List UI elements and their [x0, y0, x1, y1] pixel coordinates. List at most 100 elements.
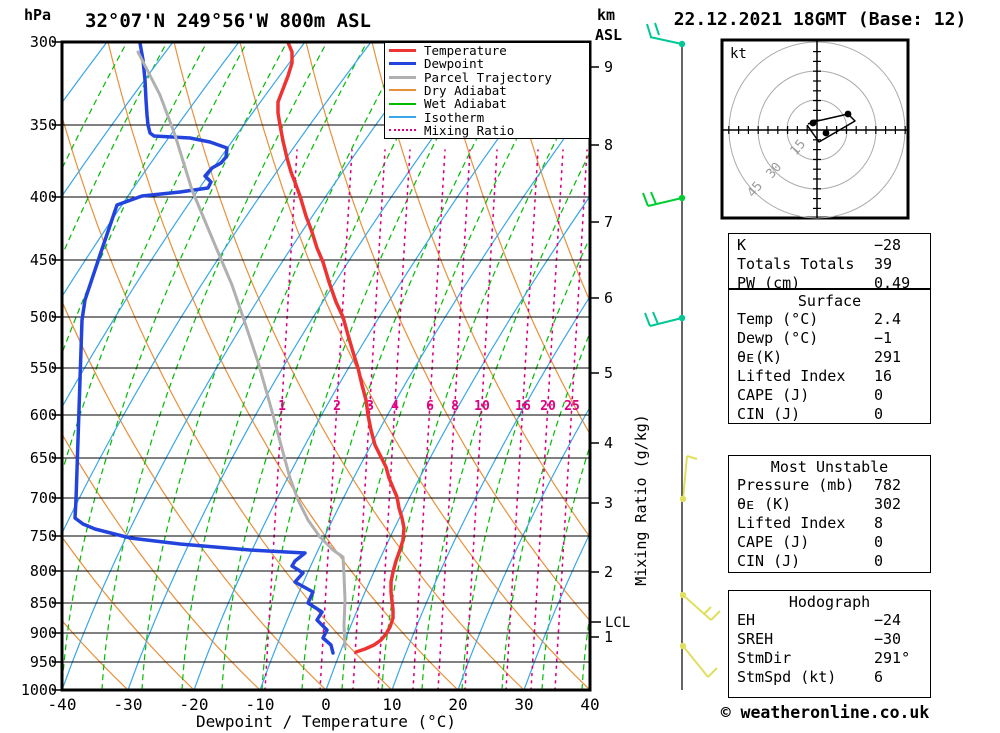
stat-row: CAPE (J) 0 — [729, 533, 930, 552]
km-tick-label: 5 — [604, 364, 613, 382]
pressure-tick-label: 850 — [30, 594, 57, 612]
stat-label: Lifted Index — [737, 367, 846, 385]
mixing-ratio-label: 3 — [366, 399, 374, 414]
temp-tick-label: -20 — [180, 695, 209, 714]
wet-adiabat-line — [421, 150, 590, 690]
legend-line-swatch — [389, 75, 416, 79]
mixing-ratio-label: 6 — [426, 399, 434, 414]
stat-value: 291° — [874, 649, 911, 667]
wind-barb-feather — [686, 455, 698, 460]
stat-value: 0 — [874, 533, 884, 551]
stat-row: Lifted Index 8 — [729, 514, 930, 533]
stat-row: SREH −30 — [729, 630, 930, 649]
parcel-trajectory-trace — [136, 50, 347, 649]
stat-value: 782 — [874, 476, 902, 494]
wind-barb-feather — [642, 192, 649, 207]
dry-adiabat-line — [62, 114, 393, 690]
dry-adiabat-line — [62, 432, 261, 690]
legend: Temperature Dewpoint Parcel Trajectory Dry … — [384, 42, 590, 139]
km-tick-label: 6 — [604, 289, 613, 307]
temp-tick-label: 20 — [448, 695, 467, 714]
legend-line-swatch — [389, 89, 416, 92]
hodograph-trace-dot — [822, 129, 830, 137]
pressure-tick-label: 350 — [30, 116, 57, 134]
stat-label: CIN (J) — [737, 552, 801, 570]
mixing-ratio-label: 25 — [564, 399, 580, 414]
wind-barb-feather — [652, 311, 659, 325]
stat-value: −1 — [874, 329, 893, 347]
wind-barb-shaft — [649, 317, 683, 327]
mixing-ratio-label: 2 — [333, 399, 341, 414]
dry-adiabat-line — [62, 619, 129, 690]
stats-panel-most-unstable: Most Unstable Pressure (mb) 782 θᴇ (K) 302 Li… — [728, 455, 931, 573]
wet-adiabat-line — [181, 42, 408, 690]
stats-panel-title: Surface — [797, 292, 862, 310]
pressure-tick-label: 550 — [30, 359, 57, 377]
pressure-tick-label: 300 — [30, 33, 57, 51]
isotherm-line — [62, 42, 438, 690]
km-tick-label: 8 — [604, 136, 613, 154]
stats-panel-title: Hodograph — [788, 593, 871, 611]
km-tick-label: 1 — [604, 628, 613, 646]
mixing-ratio-line — [412, 149, 446, 690]
stat-value: 291 — [874, 348, 902, 366]
stat-value: −30 — [874, 630, 902, 648]
stat-label: CAPE (J) — [737, 533, 810, 551]
temp-tick-label: -40 — [48, 695, 77, 714]
wind-barb-shaft — [682, 594, 712, 621]
isotherm-line — [325, 194, 590, 690]
stats-panel-title: Most Unstable — [770, 458, 889, 476]
stat-value: 0.49 — [874, 274, 911, 292]
wet-adiabat-line — [62, 42, 208, 356]
wind-barb-shaft — [649, 36, 683, 45]
stat-row: Pressure (mb) 782 — [729, 476, 930, 495]
km-tick-label: 9 — [604, 58, 613, 76]
stat-value: 2.4 — [874, 310, 902, 328]
legend-row: Parcel Trajectory — [385, 71, 589, 84]
asl-unit-label: ASL — [595, 26, 623, 44]
isotherm-line — [523, 531, 590, 690]
stat-label: EH — [737, 611, 756, 629]
datetime-title: 22.12.2021 18GMT (Base: 12) — [673, 9, 967, 30]
stat-row: θᴇ (K) 302 — [729, 495, 930, 514]
stat-row: Temp (°C) 2.4 — [729, 310, 930, 329]
pressure-tick-label: 750 — [30, 527, 57, 545]
stat-value: 0 — [874, 405, 884, 423]
wet-adiabat-line — [62, 42, 128, 171]
mixing-ratio-label: 20 — [540, 399, 556, 414]
mixing-axis-title: Mixing Ratio (g/kg) — [632, 414, 650, 586]
isotherm-line — [259, 101, 590, 690]
plot-border — [60, 40, 592, 692]
stat-label: SREH — [737, 630, 774, 648]
site-credit-link[interactable]: © weatheronline.co.uk — [720, 703, 930, 722]
isotherm-line — [62, 42, 306, 409]
stat-row: StmSpd (kt) 6 — [729, 668, 930, 687]
stat-label: θᴇ (K) — [737, 495, 792, 513]
wet-adiabat-line — [141, 42, 368, 690]
temp-tick-label: 40 — [580, 695, 599, 714]
stats-panel-indices: K −28 Totals Totals 39 PW (cm) 0.49 — [728, 233, 931, 292]
legend-row: Dewpoint — [385, 57, 589, 70]
wet-adiabat-line — [381, 72, 590, 690]
mixing-ratio-line — [319, 149, 353, 690]
mixing-ratio-line — [464, 149, 498, 690]
wet-adiabat-line — [62, 42, 288, 690]
mixing-ratio-line — [530, 149, 564, 690]
wet-adiabat-line — [341, 42, 568, 690]
stat-label: Dewp (°C) — [737, 329, 819, 347]
stat-row: Dewp (°C) −1 — [729, 329, 930, 348]
km-tick-label: 3 — [604, 494, 613, 512]
wind-barb-feather — [703, 606, 712, 615]
wind-barb-feather — [646, 23, 652, 38]
dry-adiabat-line — [239, 42, 590, 690]
isotherm-line — [391, 295, 590, 690]
stat-row: StmDir 291° — [729, 649, 930, 668]
isotherm-line — [62, 42, 372, 535]
isotherm-line — [127, 42, 504, 690]
stat-value: 302 — [874, 495, 902, 513]
pressure-unit-label: hPa — [24, 6, 52, 24]
hodograph-trace-dot — [809, 119, 817, 127]
stat-value: −28 — [874, 236, 902, 254]
stat-row: PW (cm) 0.49 — [729, 274, 930, 293]
wind-barb-shaft — [682, 455, 688, 500]
